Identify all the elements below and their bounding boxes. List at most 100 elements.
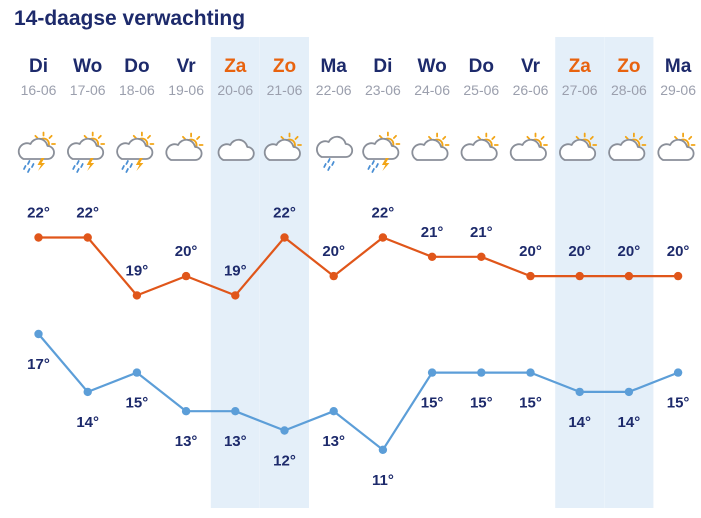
- min-temp-label: 14°: [76, 414, 99, 431]
- day-date: 18-06: [119, 82, 155, 98]
- min-temp-point: [673, 368, 683, 377]
- min-temp-label: 13°: [224, 433, 247, 450]
- max-temp-point: [34, 233, 43, 242]
- min-temp-point: [477, 368, 486, 377]
- max-temp-label: 22°: [76, 205, 99, 222]
- sun-cloud-thunderstorm-icon: [362, 131, 401, 173]
- min-temp-label: 12°: [273, 453, 296, 470]
- day-name: Wo: [73, 56, 102, 77]
- day-date: 22-06: [316, 82, 352, 98]
- min-temp-label: 14°: [568, 414, 591, 431]
- min-temp-label: 15°: [519, 395, 542, 412]
- max-temp-point: [231, 291, 240, 300]
- max-temp-label: 21°: [470, 224, 493, 241]
- max-temp-label: 20°: [322, 243, 345, 260]
- min-temp-label: 15°: [421, 395, 444, 412]
- min-temp-point: [329, 407, 338, 416]
- day-date: 17-06: [70, 82, 106, 98]
- max-temp-point: [575, 271, 584, 281]
- day-date: 23-06: [365, 82, 401, 98]
- max-temp-label: 19°: [224, 262, 247, 279]
- sun-cloud-icon: [509, 132, 548, 161]
- sun-cloud-icon: [263, 132, 302, 161]
- max-temp-point: [181, 271, 191, 281]
- min-temp-point: [34, 329, 43, 339]
- min-temp-line: [37, 333, 679, 451]
- min-temp-point: [378, 445, 388, 454]
- cloud-icon: [217, 138, 255, 161]
- min-temp-point: [181, 407, 191, 416]
- day-date: 20-06: [217, 82, 253, 98]
- day-date: 19-06: [168, 82, 204, 98]
- min-temp-point: [83, 387, 92, 397]
- max-temp-point: [526, 271, 535, 281]
- day-date: 26-06: [513, 82, 549, 98]
- max-temp-point: [477, 252, 486, 261]
- min-temp-label: 11°: [372, 472, 394, 489]
- min-temp-label: 13°: [322, 433, 345, 450]
- max-temp-line: [38, 236, 679, 297]
- day-date: 25-06: [463, 82, 499, 98]
- day-date: 24-06: [414, 82, 450, 98]
- max-temp-label: 20°: [519, 243, 542, 260]
- day-name: Ma: [665, 56, 692, 77]
- min-temp-label: 15°: [470, 395, 493, 412]
- max-temp-point: [280, 233, 289, 242]
- day-name: Zo: [617, 56, 640, 77]
- min-temp-point: [427, 368, 437, 377]
- day-name: Zo: [273, 56, 296, 77]
- sun-cloud-thunderstorm-icon: [67, 131, 106, 173]
- min-temp-point: [526, 368, 535, 377]
- min-temp-label: 15°: [126, 395, 149, 412]
- day-name: Do: [469, 56, 494, 77]
- day-name: Vr: [177, 56, 197, 77]
- sun-cloud-icon: [460, 132, 499, 161]
- weekend-band: [260, 37, 309, 508]
- day-name: Ma: [320, 56, 347, 77]
- day-date: 21-06: [267, 82, 303, 98]
- max-temp-label: 20°: [568, 243, 591, 260]
- min-temp-label: 14°: [618, 414, 641, 431]
- day-name: Vr: [521, 56, 541, 77]
- day-date: 16-06: [21, 82, 57, 98]
- min-temp-point: [231, 407, 240, 416]
- min-temp-point: [575, 387, 584, 397]
- max-temp-label: 22°: [372, 205, 395, 222]
- max-temp-point: [132, 291, 142, 300]
- min-temp-label: 13°: [175, 433, 198, 450]
- max-temp-label: 19°: [126, 262, 149, 279]
- max-temp-label: 20°: [175, 243, 198, 260]
- max-temp-label: 20°: [618, 243, 641, 260]
- max-temp-point: [673, 271, 683, 281]
- min-temp-label: 17°: [27, 356, 50, 373]
- max-temp-point: [83, 233, 92, 242]
- max-temp-point: [427, 252, 437, 261]
- day-date: 28-06: [611, 82, 647, 98]
- weekend-band: [210, 37, 260, 508]
- sun-cloud-icon: [165, 132, 204, 161]
- sun-cloud-icon: [657, 132, 696, 161]
- max-temp-point: [329, 271, 338, 281]
- min-temp-point: [132, 368, 142, 377]
- day-name: Di: [373, 56, 392, 77]
- max-temp-label: 21°: [421, 224, 444, 241]
- day-name: Wo: [417, 56, 446, 77]
- max-temp-label: 22°: [27, 205, 50, 222]
- min-temp-label: 15°: [667, 395, 690, 412]
- day-name: Za: [569, 56, 592, 77]
- day-date: 27-06: [562, 82, 598, 98]
- sun-cloud-thunderstorm-icon: [116, 131, 155, 173]
- day-name: Do: [124, 56, 149, 77]
- max-temp-point: [624, 271, 634, 281]
- day-name: Za: [224, 56, 247, 77]
- sun-cloud-icon: [608, 132, 647, 161]
- min-temp-point: [280, 426, 289, 435]
- sun-cloud-icon: [559, 132, 598, 161]
- cloud-rain-icon: [316, 135, 354, 171]
- max-temp-label: 22°: [273, 205, 296, 222]
- max-temp-point: [378, 233, 388, 242]
- sun-cloud-icon: [411, 132, 450, 161]
- day-name: Di: [29, 56, 48, 77]
- max-temp-label: 20°: [667, 243, 690, 260]
